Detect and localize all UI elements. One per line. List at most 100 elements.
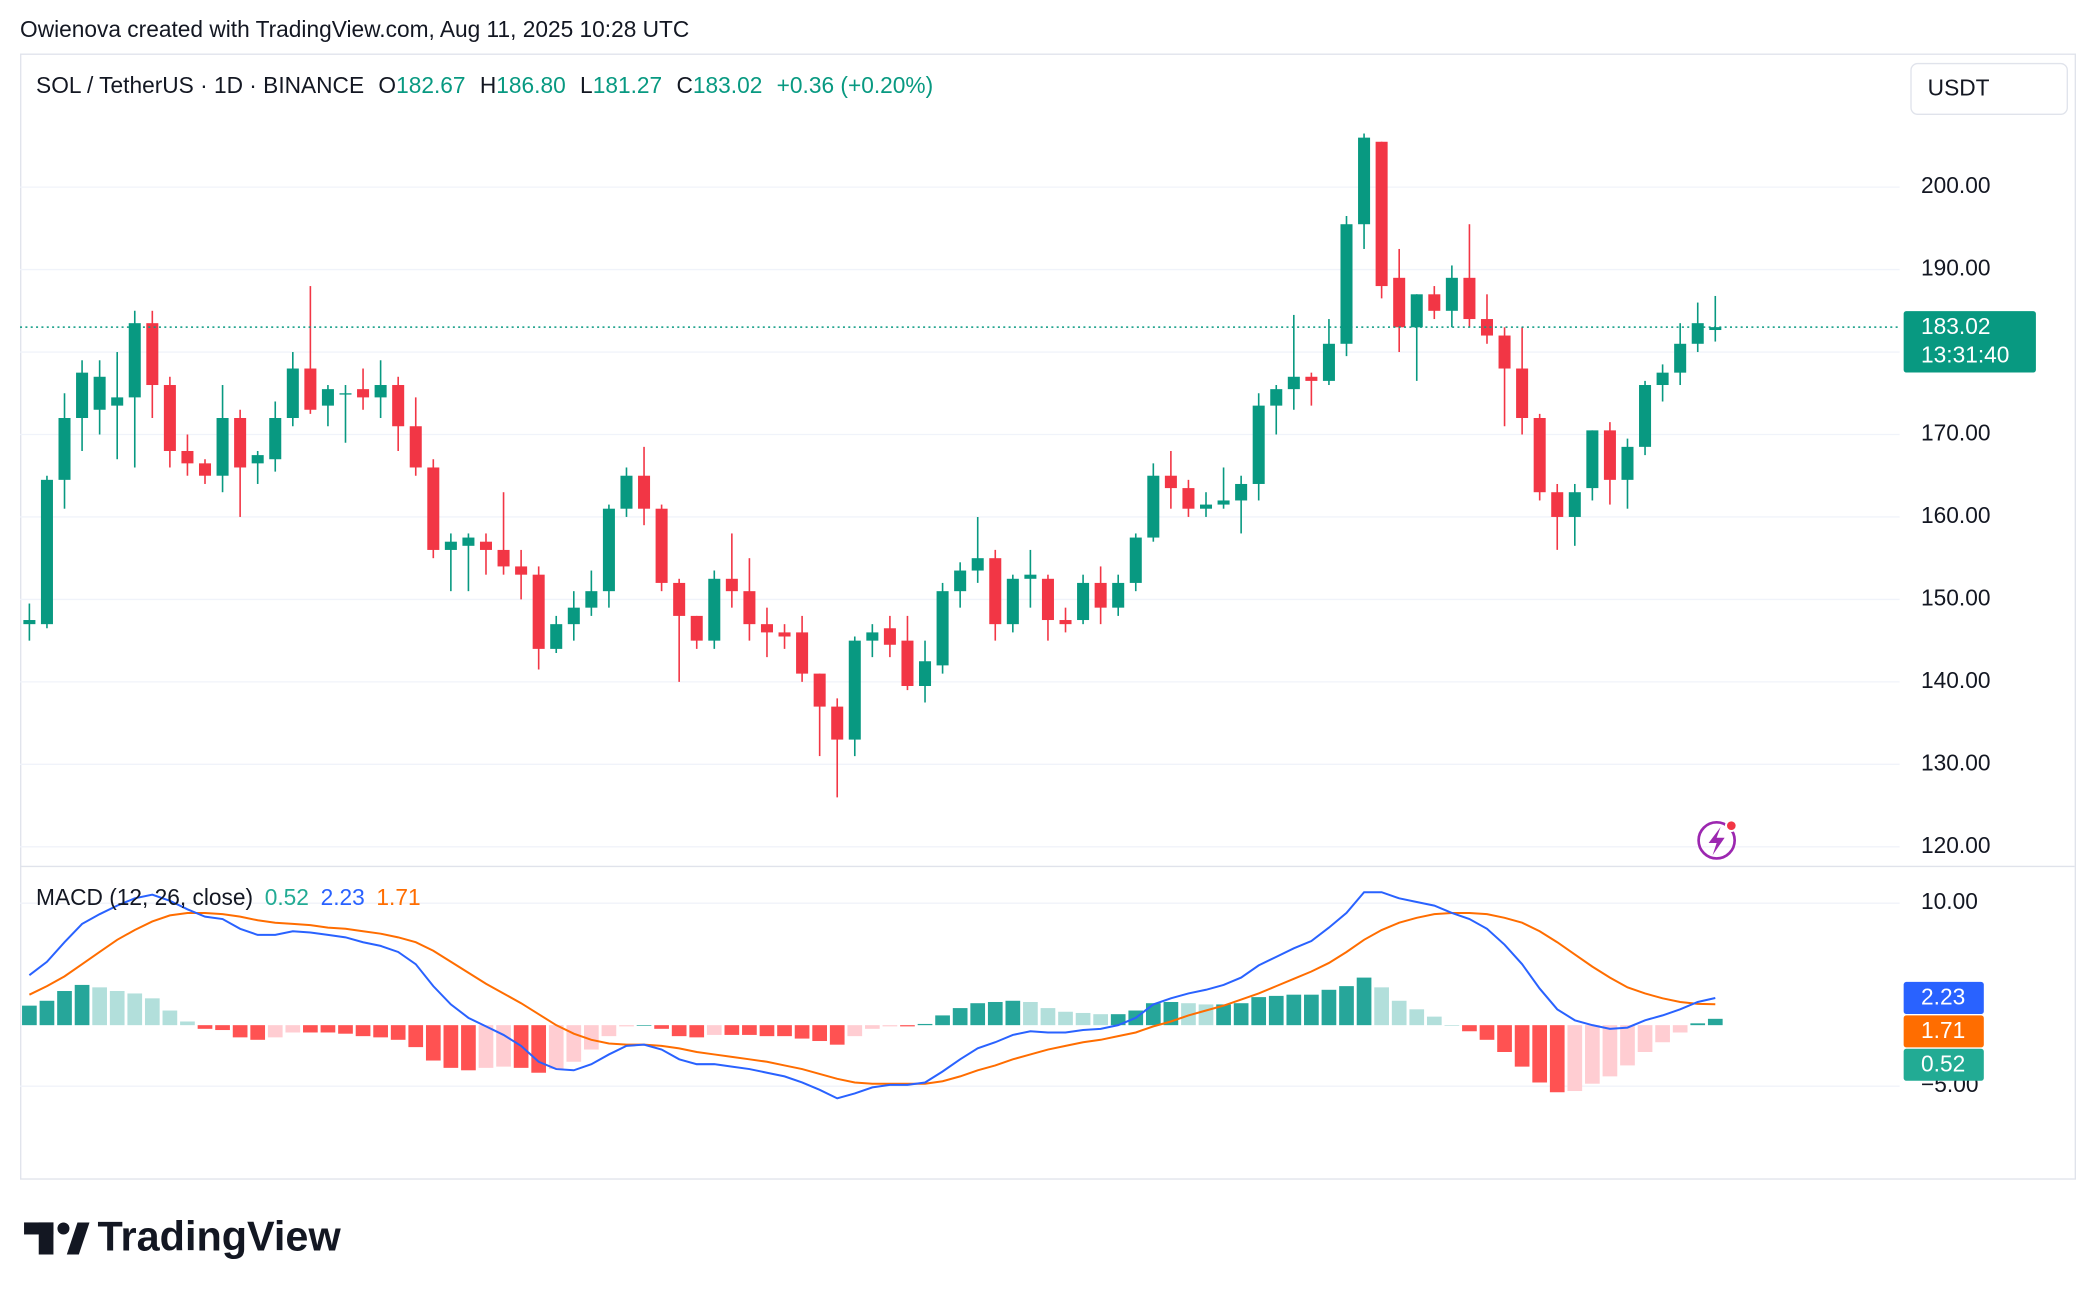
histogram-bar — [952, 1008, 968, 1026]
candle-body — [497, 549, 510, 567]
candle-body — [620, 475, 633, 509]
histogram-bar — [1585, 1025, 1600, 1084]
candle-body — [1147, 475, 1160, 538]
histogram-bar — [408, 1025, 424, 1048]
histogram-bar — [1145, 1003, 1161, 1026]
candle-body — [1674, 343, 1687, 373]
value-tag — [1903, 1048, 1984, 1081]
candle-body — [1164, 475, 1177, 489]
histogram-bar — [496, 1025, 511, 1067]
alert-dot — [1724, 819, 1738, 833]
histogram-bar — [864, 1025, 880, 1029]
candle-body — [462, 537, 475, 546]
value-tag — [1903, 981, 1984, 1014]
candle-body — [1182, 488, 1195, 509]
candle-body — [813, 673, 826, 707]
candle-body — [1603, 430, 1616, 480]
histogram-bar — [92, 987, 107, 1026]
candle-body — [111, 397, 124, 406]
candle-body — [339, 393, 352, 395]
histogram-bar — [215, 1025, 230, 1031]
symbol-header: SOL / TetherUS · 1D · BINANCE O182.67 H1… — [36, 72, 933, 98]
candle-body — [304, 368, 317, 410]
candle-body — [1006, 578, 1019, 625]
histogram-bar — [1409, 1009, 1425, 1026]
histogram-bar — [1181, 1003, 1196, 1026]
candle-body — [1129, 537, 1142, 583]
y-tick-label: 200.00 — [1921, 172, 1990, 198]
close-value: 183.02 — [693, 72, 762, 98]
candle-body — [567, 607, 580, 625]
histogram-bar — [987, 1001, 1003, 1026]
logo-slash — [66, 1222, 90, 1255]
y-tick-label: 160.00 — [1921, 502, 1990, 528]
histogram-bar — [812, 1025, 828, 1042]
candle-body — [163, 385, 176, 451]
candle-body — [1410, 294, 1423, 328]
histogram-bar — [706, 1025, 722, 1035]
histogram-bar — [1110, 1014, 1126, 1026]
low-value: 181.27 — [593, 72, 662, 98]
change-value: +0.36 (+0.20%) — [777, 72, 934, 98]
histogram-bar — [671, 1025, 687, 1037]
candle-body — [1217, 500, 1230, 505]
value-tag-label: 2.23 — [1921, 984, 1965, 1010]
high-prefix: H — [480, 72, 496, 98]
histogram-bar — [1233, 1003, 1249, 1026]
candle-body — [234, 418, 247, 468]
histogram-bar — [1690, 1023, 1706, 1026]
histogram-bar — [1532, 1025, 1548, 1083]
histogram-bar — [689, 1025, 705, 1038]
histogram-bar — [847, 1025, 863, 1037]
histogram-bar — [320, 1025, 336, 1033]
candle-body — [989, 558, 1002, 625]
brand-name: TradingView — [98, 1214, 342, 1260]
candle-body — [1480, 319, 1494, 336]
candle-body — [778, 632, 791, 637]
candle-body — [128, 323, 141, 398]
labels-layer: 120.00130.00140.00150.00160.00170.00180.… — [1903, 172, 2036, 1097]
alert-bolt — [1708, 827, 1725, 856]
histogram-bar — [1216, 1004, 1231, 1026]
histogram-bar — [1549, 1025, 1565, 1093]
candle-body — [550, 624, 563, 649]
candle-body — [848, 640, 861, 740]
chart-frame — [20, 53, 2076, 1180]
logo-dot — [57, 1222, 70, 1235]
candle-body — [883, 628, 896, 645]
histogram-bar — [900, 1025, 915, 1027]
histogram-bar — [1321, 989, 1337, 1026]
candle-body — [1375, 141, 1388, 287]
candle-body — [1094, 582, 1107, 608]
candle-body — [1709, 327, 1722, 331]
histogram-bar — [882, 1025, 898, 1027]
histogram-bar — [777, 1025, 792, 1037]
candle-body — [1691, 323, 1704, 344]
histogram-bar — [1093, 1014, 1108, 1026]
candle-body — [1393, 277, 1406, 328]
histogram-bar — [127, 993, 143, 1026]
y-tick-label: 120.00 — [1921, 832, 1990, 858]
candle-body — [796, 632, 809, 674]
candle-body — [1533, 418, 1546, 493]
candle-body — [1340, 224, 1353, 344]
currency-button[interactable] — [1910, 62, 2068, 115]
candle-body — [901, 640, 914, 686]
histogram-bar — [1075, 1012, 1091, 1026]
candle-body — [655, 508, 668, 583]
histogram-bar — [654, 1025, 669, 1029]
candle-body — [1059, 620, 1072, 625]
candle-body — [269, 418, 282, 460]
alert-icon[interactable] — [1697, 819, 1738, 860]
value-tag-label: 1.71 — [1921, 1017, 1965, 1043]
macd-title: MACD (12, 26, close) — [36, 884, 253, 910]
histogram-bar — [109, 991, 125, 1026]
candle-body — [1586, 430, 1599, 489]
histogram-bar — [461, 1025, 476, 1071]
histogram-bar — [197, 1025, 213, 1029]
histogram-bar — [22, 1005, 37, 1026]
y-tick-label: 10.00 — [1921, 888, 1978, 914]
candle-body — [409, 426, 422, 468]
candle-body — [1199, 504, 1213, 509]
y-tick-label: 190.00 — [1921, 255, 1990, 281]
